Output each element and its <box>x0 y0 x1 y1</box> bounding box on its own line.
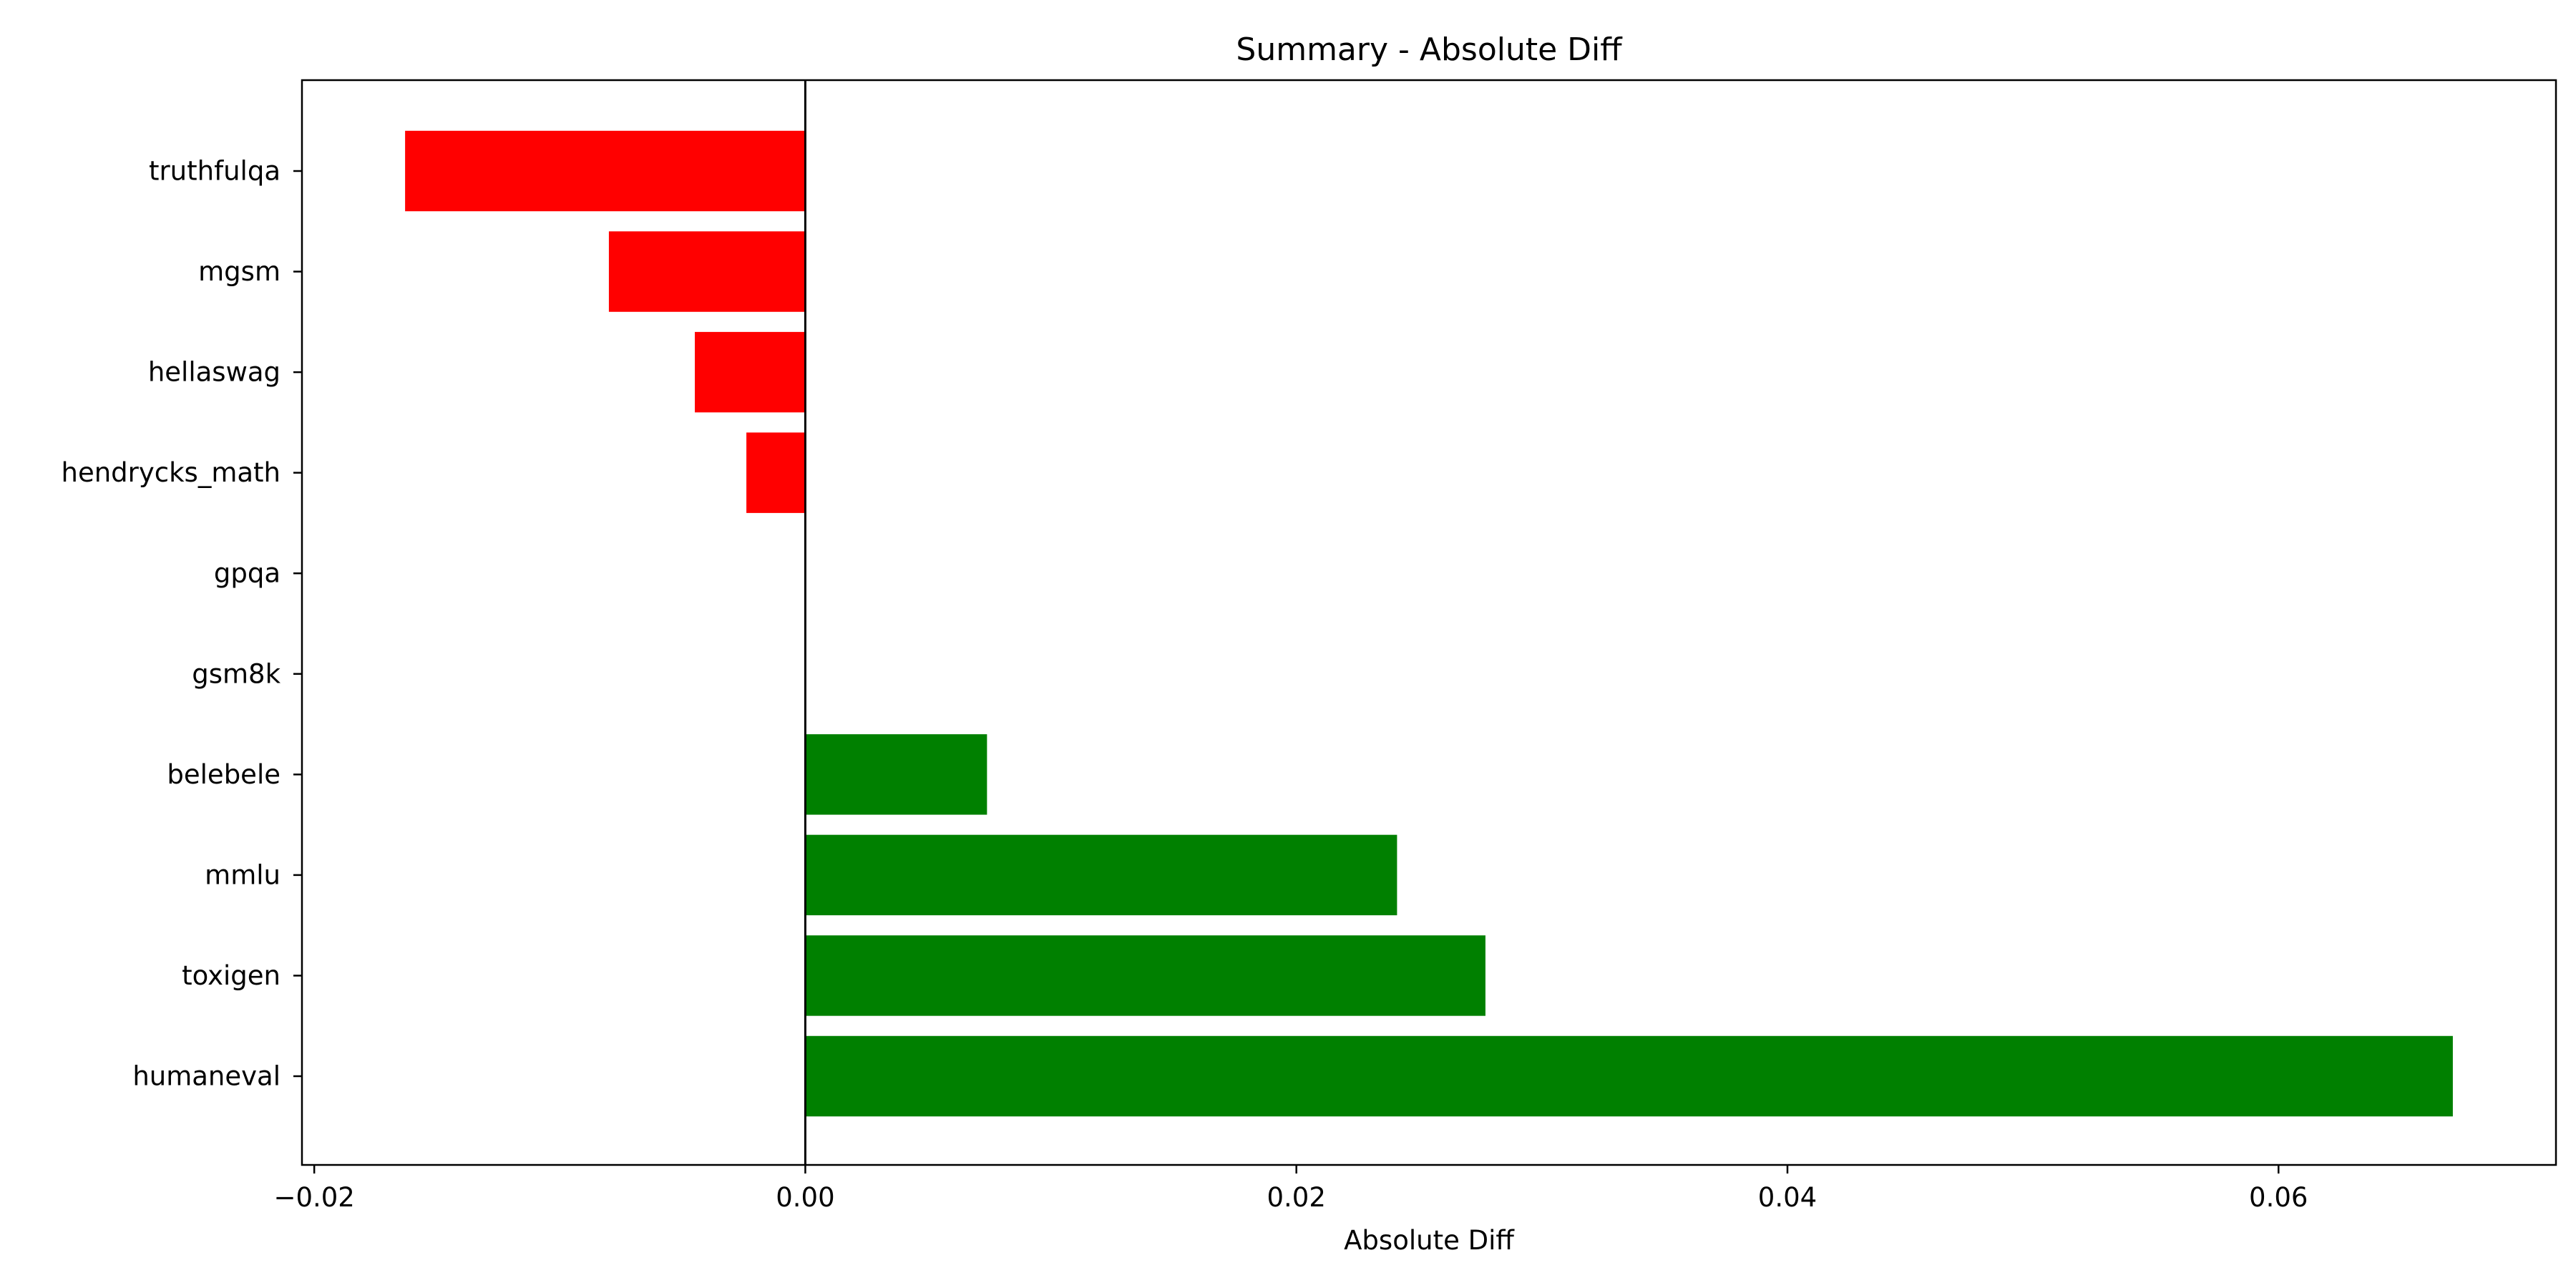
x-axis-label: Absolute Diff <box>1344 1225 1515 1256</box>
chart-title: Summary - Absolute Diff <box>1236 31 1623 68</box>
y-tick-label: mgsm <box>198 256 280 287</box>
plot-frame <box>301 79 2557 1166</box>
x-tick-label: −0.02 <box>273 1182 354 1213</box>
bar-mgsm <box>608 231 806 312</box>
y-tick-label: truthfulqa <box>149 156 280 187</box>
y-tick-label: gsm8k <box>192 658 280 689</box>
x-tick-label: 0.04 <box>1758 1182 1817 1213</box>
y-tick-label: gpqa <box>214 558 280 589</box>
y-tick-label: mmlu <box>205 859 280 890</box>
bar-humaneval <box>805 1035 2453 1117</box>
bar-hellaswag <box>695 331 806 413</box>
bar-hendrycks-math <box>746 432 806 513</box>
y-tick-label: humaneval <box>132 1061 280 1092</box>
bar-mmlu <box>805 834 1397 916</box>
x-tick-label: 0.06 <box>2249 1182 2308 1213</box>
y-tick-label: toxigen <box>182 960 280 991</box>
y-axis-ticks: truthfulqa mgsm hellaswag hendrycks_mathgpq… <box>62 156 302 1092</box>
bars-group <box>405 130 2453 1117</box>
bar-toxigen <box>805 935 1485 1016</box>
y-tick-label: hellaswag <box>148 357 280 388</box>
y-tick-label: belebele <box>167 759 280 790</box>
x-axis-ticks: −0.02 0.00 0.02 0.04 0.06 <box>273 1165 2308 1213</box>
x-tick-label: 0.00 <box>776 1182 834 1213</box>
x-tick-label: 0.02 <box>1267 1182 1326 1213</box>
bar-belebele <box>805 734 987 815</box>
bar-truthfulqa <box>405 130 806 212</box>
y-tick-label: hendrycks_math <box>62 457 280 488</box>
